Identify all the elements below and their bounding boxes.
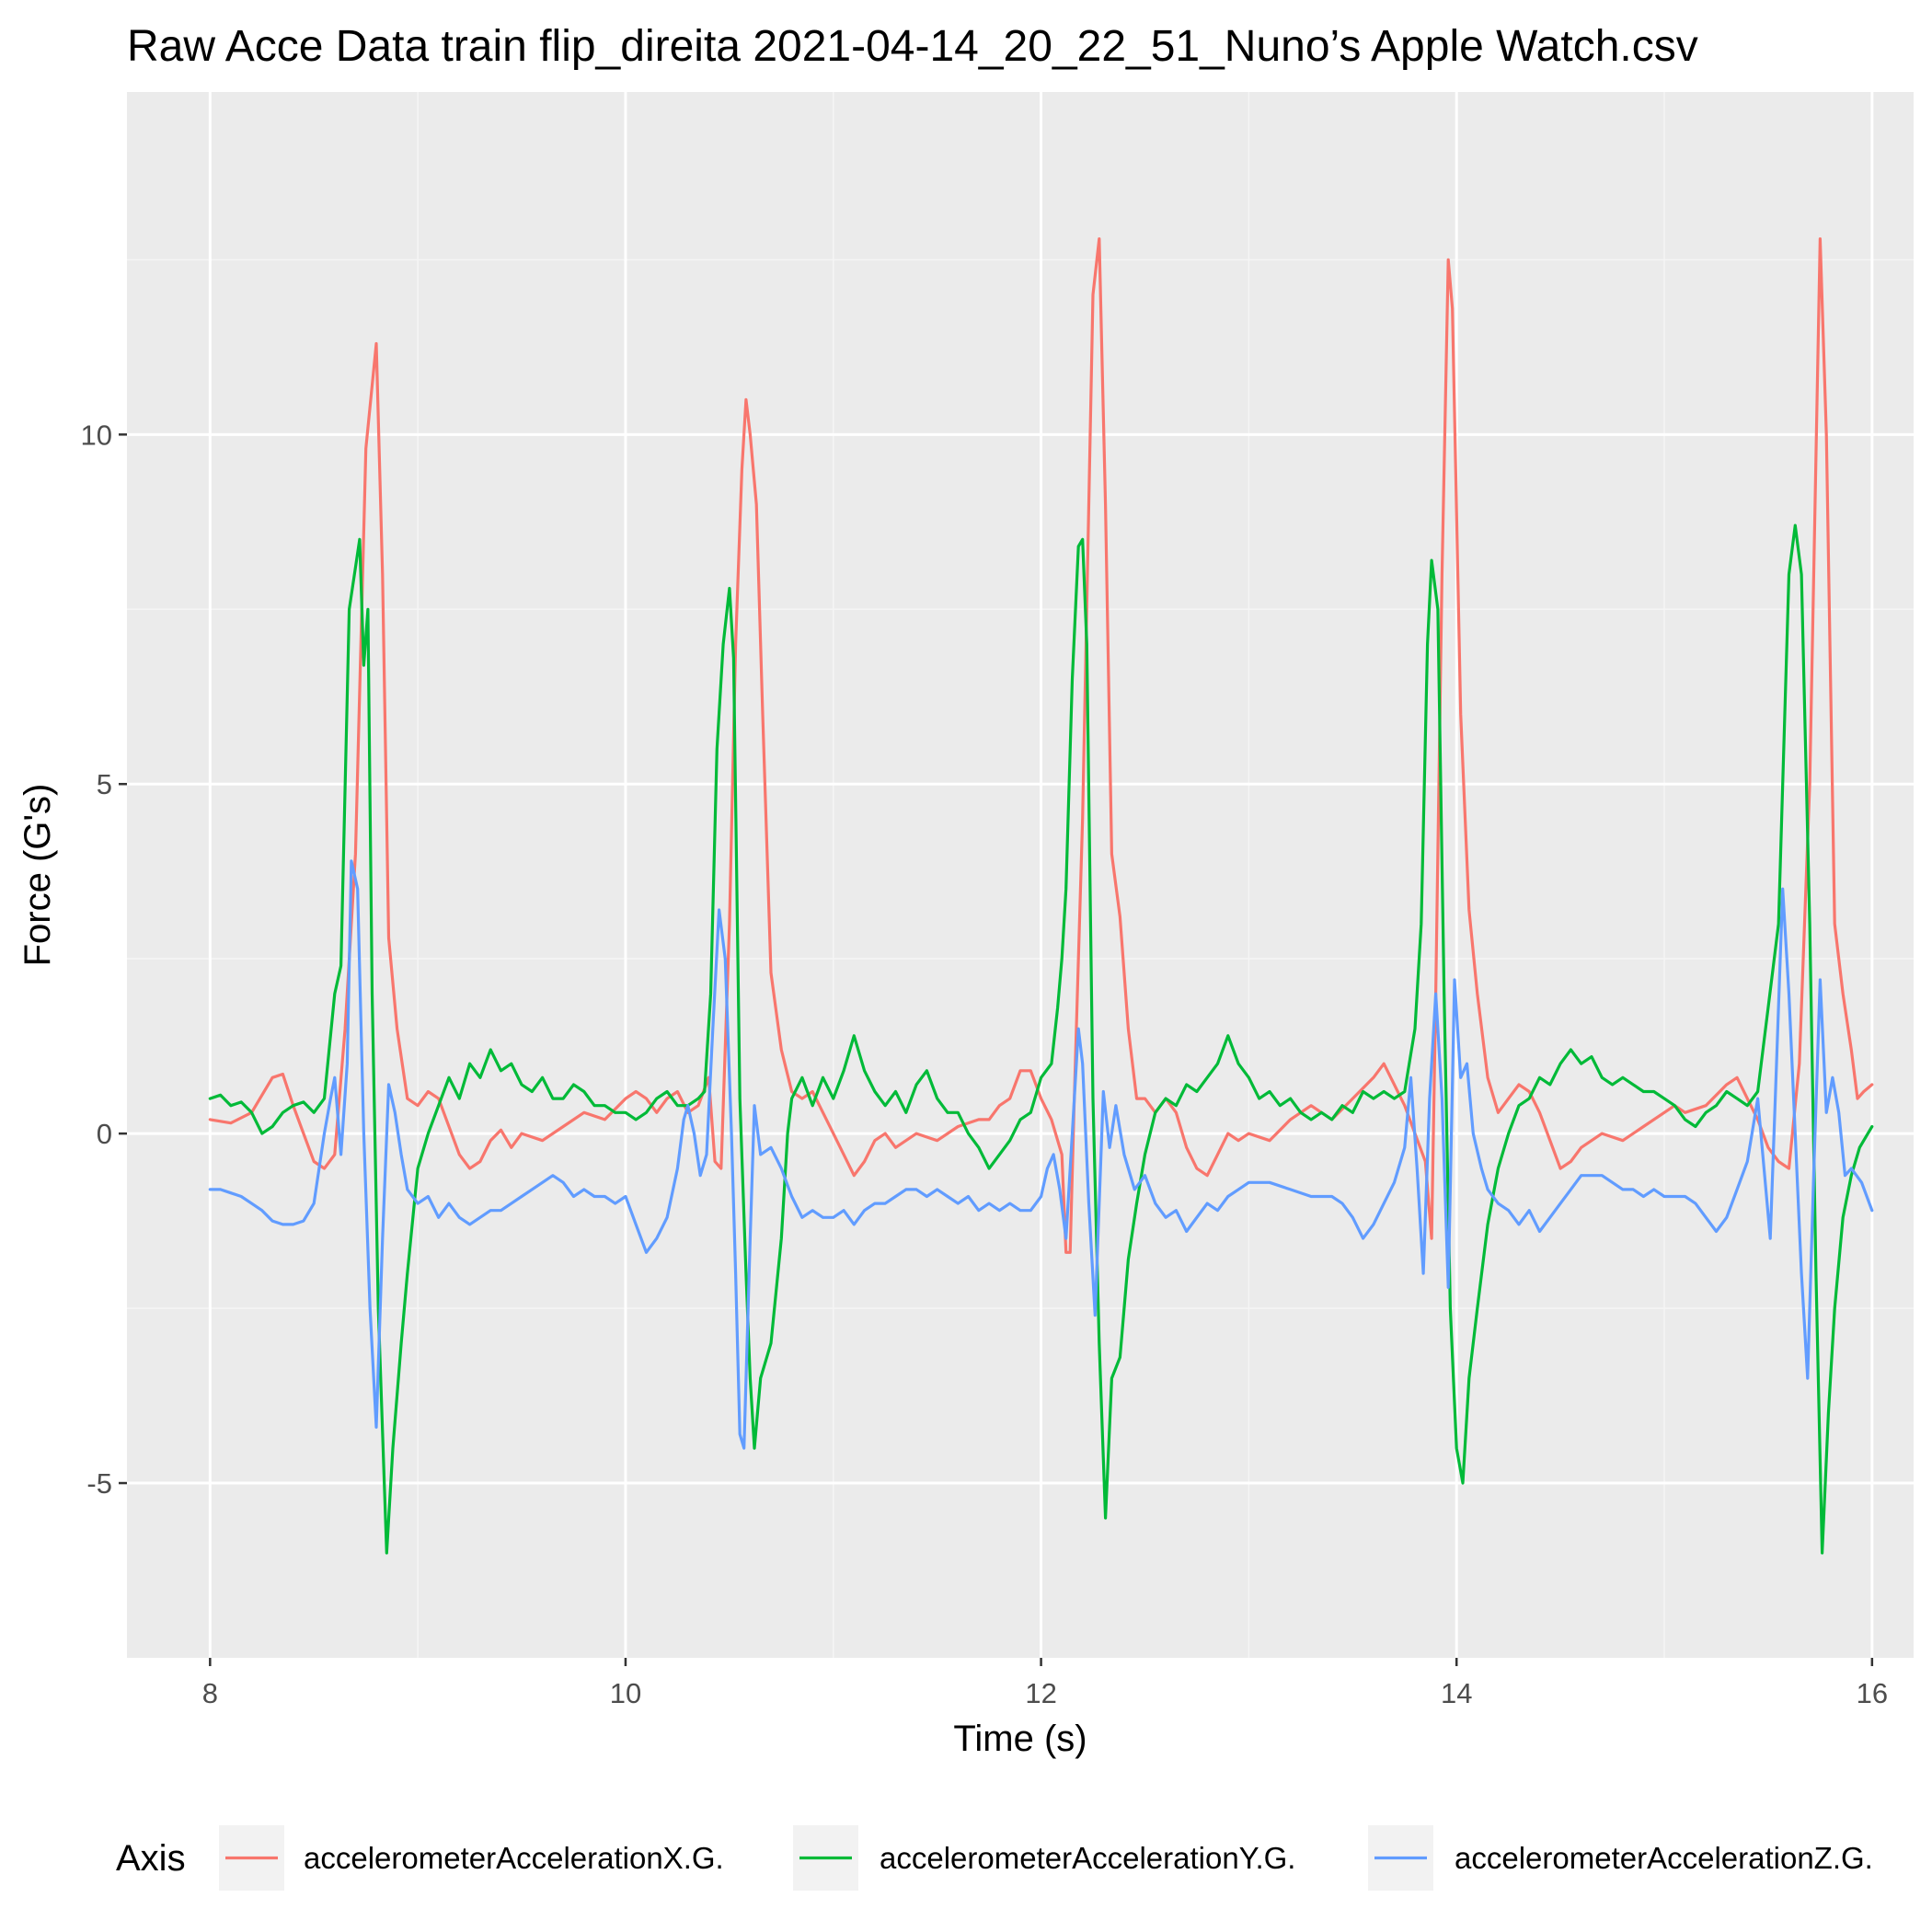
chart-title: Raw Acce Data train flip_direita 2021-04… bbox=[127, 22, 1698, 71]
major-gridlines bbox=[127, 92, 1914, 1658]
y-tick-label: 10 bbox=[81, 419, 112, 451]
x-tick-label: 16 bbox=[1857, 1677, 1888, 1709]
x-tick-label: 10 bbox=[610, 1677, 641, 1709]
y-tick-label: 5 bbox=[97, 768, 112, 800]
plot-panel bbox=[127, 92, 1914, 1658]
legend-title: Axis bbox=[116, 1838, 186, 1879]
legend-label-x: accelerometerAccelerationX.G. bbox=[304, 1841, 724, 1875]
y-tick-label: -5 bbox=[86, 1467, 112, 1500]
legend-label-z: accelerometerAccelerationZ.G. bbox=[1455, 1841, 1873, 1875]
x-tick-label: 14 bbox=[1441, 1677, 1472, 1709]
x-tick-label: 12 bbox=[1025, 1677, 1056, 1709]
minor-gridlines bbox=[127, 92, 1914, 1658]
series-lines bbox=[208, 237, 1874, 1555]
legend-item: accelerometerAccelerationY.G. bbox=[793, 1825, 1295, 1891]
legend-item: accelerometerAccelerationZ.G. bbox=[1368, 1825, 1873, 1891]
legend-label-y: accelerometerAccelerationY.G. bbox=[880, 1841, 1295, 1875]
x-tick-label: 8 bbox=[202, 1677, 218, 1709]
x-axis-title: Time (s) bbox=[953, 1719, 1087, 1759]
y-tick-label: 0 bbox=[97, 1118, 112, 1150]
series-line-y bbox=[208, 523, 1874, 1555]
axis-ticks bbox=[119, 433, 1874, 1666]
series-line-x bbox=[208, 237, 1874, 1254]
legend-item: accelerometerAccelerationX.G. bbox=[219, 1825, 724, 1891]
legend: Axis accelerometerAccelerationX.G. accel… bbox=[116, 1825, 1873, 1891]
y-axis-title: Force (G's) bbox=[17, 784, 58, 967]
series-line-z bbox=[208, 859, 1874, 1450]
